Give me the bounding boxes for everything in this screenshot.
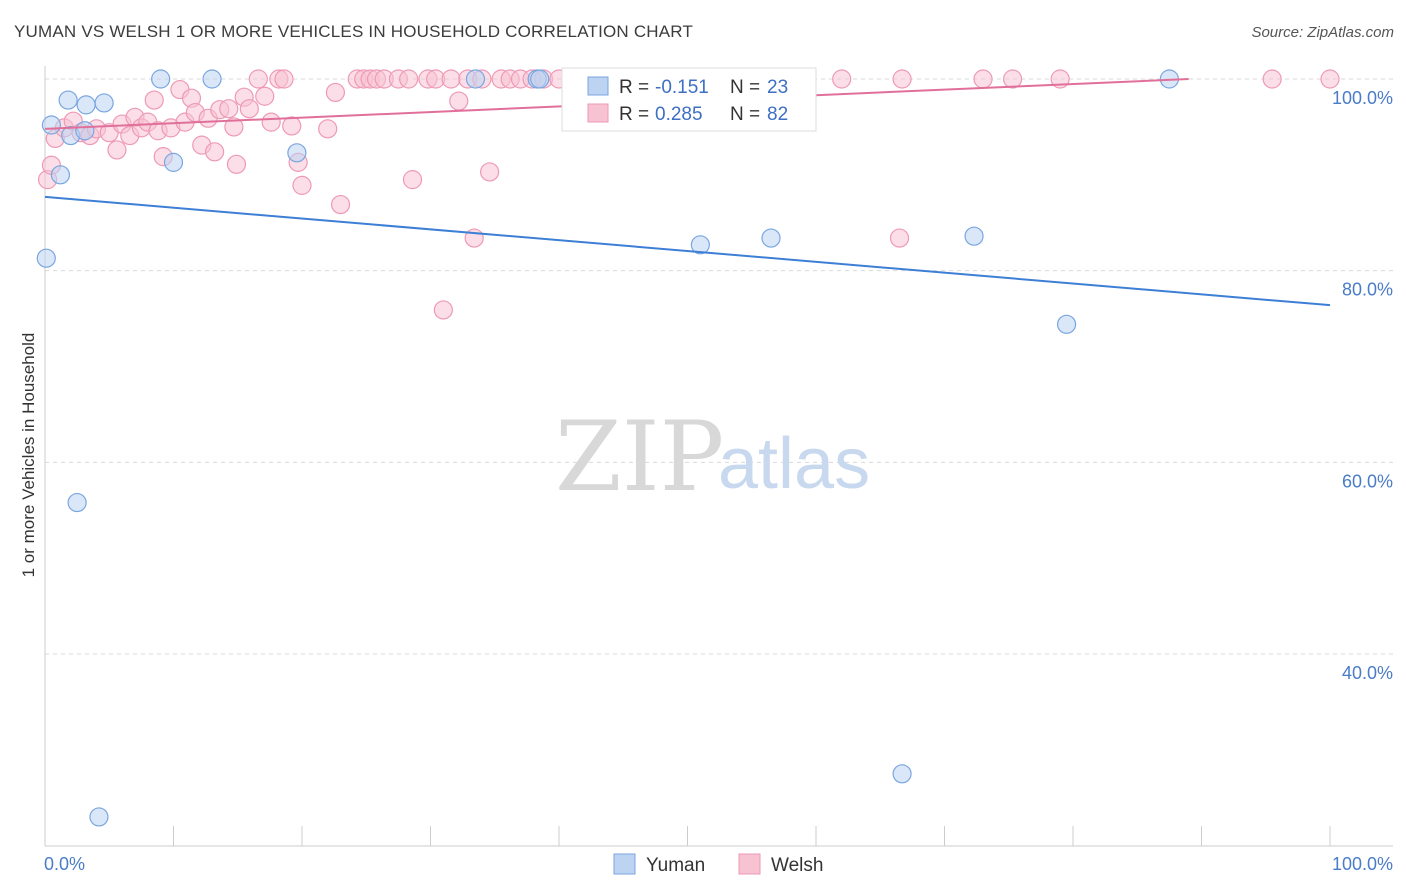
y-tick-label: 80.0% (1342, 280, 1393, 300)
welsh-point (1262, 69, 1282, 89)
y-tick-label: 60.0% (1342, 471, 1393, 491)
welsh-point (973, 69, 993, 89)
welsh-point (832, 69, 852, 89)
axes (44, 66, 1393, 847)
yuman-point (89, 807, 109, 827)
y-tick-labels: 100.0% 80.0% 60.0% 40.0% (1332, 88, 1393, 683)
welsh-point (274, 69, 294, 89)
series-legend-swatch-welsh (738, 853, 761, 875)
yuman-point (36, 248, 56, 268)
welsh-point (318, 119, 338, 139)
series-legend-label-yuman: Yuman (646, 855, 705, 876)
welsh-point (107, 140, 127, 160)
welsh-point (255, 86, 275, 106)
welsh-point (282, 116, 302, 136)
yuman-point (964, 226, 984, 246)
source-credit: Source: ZipAtlas.com (1251, 24, 1394, 41)
yuman-point (58, 90, 78, 110)
series-legend: Yuman Welsh (613, 853, 823, 876)
yuman-point (76, 95, 96, 115)
y-tick-label: 100.0% (1332, 88, 1393, 108)
legend-r-label-welsh: R = (619, 104, 649, 125)
welsh-point (1003, 69, 1023, 89)
legend-n-label-welsh: N = (730, 104, 760, 125)
yuman-point (202, 69, 222, 89)
watermark: ZIP atlas (555, 401, 870, 513)
yuman-point (287, 143, 307, 163)
y-tick-label: 40.0% (1342, 663, 1393, 683)
yuman-point (41, 115, 62, 135)
watermark-zip: ZIP (555, 401, 724, 513)
legend-n-value-welsh: 82 (767, 104, 788, 125)
yuman-point (75, 121, 95, 141)
yuman-point (151, 69, 171, 89)
legend-n-label-yuman: N = (730, 77, 760, 98)
x-tick-label-max: 100.0% (1332, 854, 1393, 874)
welsh-point (261, 112, 281, 132)
welsh-point (144, 90, 164, 110)
yuman-point (530, 69, 550, 89)
y-axis-label: 1 or more Vehicles in Household (19, 333, 38, 578)
legend-n-value-yuman: 23 (767, 77, 788, 98)
yuman-point (465, 69, 486, 89)
yuman-point (50, 165, 71, 185)
welsh-point (892, 69, 912, 89)
chart-title: YUMAN VS WELSH 1 OR MORE VEHICLES IN HOU… (14, 22, 694, 41)
legend-r-value-yuman: -0.151 (655, 77, 709, 98)
welsh-point (330, 194, 351, 215)
stats-legend: R = -0.151 N = 23 R = 0.285 N = 82 (561, 67, 817, 132)
welsh-point (441, 69, 461, 89)
welsh-point (449, 91, 469, 111)
welsh-point (402, 170, 423, 190)
yuman-point (163, 152, 184, 172)
yuman-point (892, 764, 912, 784)
series-legend-swatch-yuman (613, 853, 636, 875)
yuman-point (761, 228, 781, 248)
gridlines (45, 78, 1393, 655)
welsh-point (399, 69, 419, 89)
welsh-point (480, 162, 500, 182)
welsh-point (292, 175, 312, 195)
yuman-trend-line (44, 195, 1331, 307)
yuman-point (67, 492, 87, 513)
welsh-point (889, 228, 910, 248)
welsh-point (248, 69, 268, 89)
welsh-point (205, 142, 225, 162)
welsh-point (219, 99, 239, 119)
legend-r-label-yuman: R = (619, 77, 649, 98)
welsh-point (224, 117, 244, 137)
series-legend-label-welsh: Welsh (771, 855, 823, 876)
x-tick-label-min: 0.0% (44, 854, 85, 874)
welsh-point (433, 300, 453, 320)
yuman-point (690, 235, 710, 255)
welsh-point (1320, 69, 1340, 89)
yuman-points (36, 69, 1179, 827)
watermark-atlas: atlas (718, 424, 870, 504)
welsh-point (325, 82, 346, 103)
welsh-point (226, 154, 247, 174)
legend-swatch-welsh (587, 103, 609, 123)
legend-r-value-welsh: 0.285 (655, 104, 703, 125)
yuman-point (1056, 314, 1077, 334)
welsh-point (239, 99, 259, 119)
legend-swatch-yuman (587, 76, 609, 96)
yuman-point (94, 93, 114, 113)
